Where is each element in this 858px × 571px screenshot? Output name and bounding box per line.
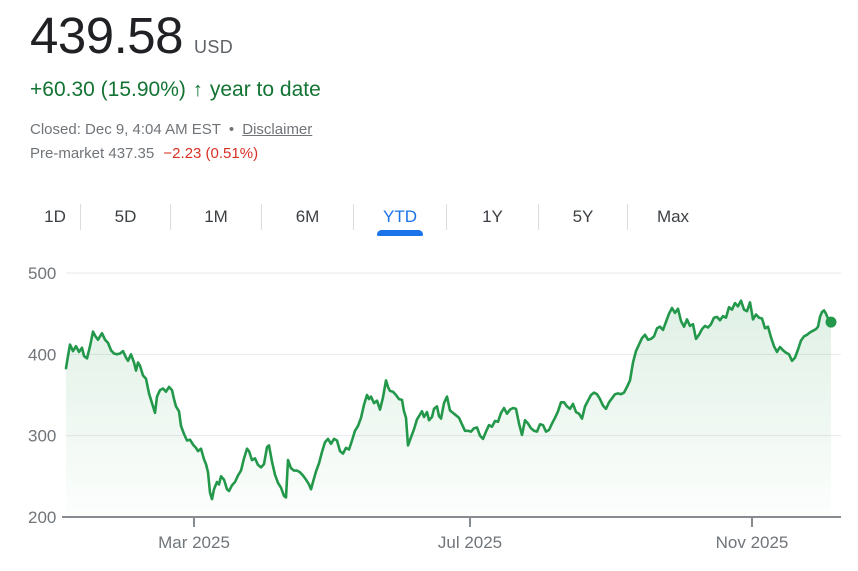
tab-divider	[538, 204, 539, 230]
tab-1d[interactable]: 1D	[44, 207, 66, 226]
tab-divider	[170, 204, 171, 230]
quote-header: 439.58 USD +60.30 (15.90%) ↑ year to dat…	[30, 10, 321, 162]
premarket-line: Pre-market 437.35 −2.23 (0.51%)	[30, 145, 321, 162]
price-change-line: +60.30 (15.90%) ↑ year to date	[30, 78, 321, 102]
tab-divider	[627, 204, 628, 230]
y-axis-label-300: 300	[28, 427, 56, 446]
disclaimer-link[interactable]: Disclaimer	[242, 121, 313, 138]
tab-ytd[interactable]: YTD	[354, 198, 446, 236]
tab-1m[interactable]: 1M	[204, 207, 228, 226]
tab-divider	[261, 204, 262, 230]
price-row: 439.58 USD	[30, 10, 321, 61]
premarket-price: 437.35	[108, 145, 155, 162]
price-line	[64, 299, 833, 501]
x-axis-label: Jul 2025	[438, 533, 502, 552]
tab-6m[interactable]: 6M	[295, 207, 320, 226]
market-status-line: Closed: Dec 9, 4:04 AM EST • Disclaimer	[30, 121, 321, 138]
market-closed-text: Closed: Dec 9, 4:04 AM EST	[30, 121, 221, 138]
tab-max[interactable]: Max	[656, 207, 690, 226]
premarket-change: −2.23 (0.51%)	[163, 145, 259, 162]
bullet-separator: •	[228, 121, 235, 138]
current-price: 439.58	[30, 7, 184, 64]
change-period: year to date	[209, 78, 321, 101]
y-axis-label-200: 200	[28, 508, 56, 527]
time-range-tabs: 1D 5D 1M 6M YTD 1Y 5Y Max	[30, 198, 718, 236]
tab-divider	[80, 204, 81, 230]
currency-label: USD	[194, 37, 234, 57]
tab-5d[interactable]: 5D	[114, 207, 137, 226]
y-axis-label-400: 400	[28, 345, 56, 364]
premarket-label: Pre-market	[30, 145, 105, 162]
y-axis-label-500: 500	[28, 264, 56, 283]
x-axis-label: Nov 2025	[716, 533, 789, 552]
tab-1y[interactable]: 1Y	[482, 207, 503, 226]
up-arrow-icon: ↑	[192, 79, 203, 101]
x-axis-label: Mar 2025	[158, 533, 230, 552]
last-price-dot	[825, 316, 837, 328]
tab-divider	[446, 204, 447, 230]
tab-5y[interactable]: 5Y	[572, 207, 594, 226]
change-amount: +60.30 (15.90%)	[30, 78, 186, 101]
